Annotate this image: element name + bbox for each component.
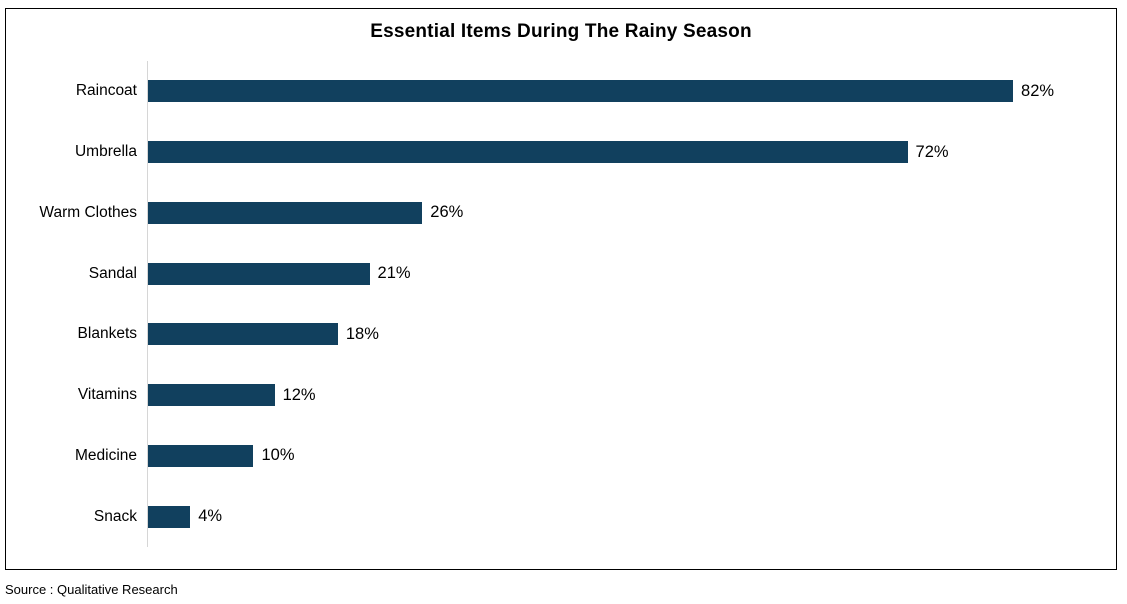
value-label: 4%	[198, 507, 223, 526]
source-note: Source : Qualitative Research	[5, 582, 178, 597]
category-label: Snack	[93, 507, 137, 525]
category-label: Sandal	[88, 264, 137, 282]
chart-title: Essential Items During The Rainy Season	[370, 21, 752, 42]
bar	[148, 444, 254, 467]
bar	[148, 384, 275, 407]
bar-row: Warm Clothes 26%	[6, 182, 1108, 244]
value-label: 10%	[261, 446, 295, 465]
bar-track: 26%	[147, 182, 1108, 244]
bar-row: Snack 4%	[6, 486, 1108, 547]
category-label: Umbrella	[74, 143, 137, 161]
bar	[148, 201, 423, 224]
bar-row: Sandal 21%	[6, 243, 1108, 304]
plot-area: Raincoat 82% Umbrella 72% Warm Clothes 26% San…	[6, 61, 1108, 547]
bar	[148, 141, 908, 164]
category-label: Warm Clothes	[39, 203, 137, 221]
bar-track: 72%	[147, 121, 1108, 183]
category-label: Vitamins	[77, 386, 137, 404]
bar-row: Medicine 10%	[6, 425, 1108, 487]
bar-track: 12%	[147, 364, 1108, 426]
category-label: Raincoat	[75, 82, 137, 100]
value-label: 21%	[377, 264, 411, 283]
bar-row: Umbrella 72%	[6, 121, 1108, 183]
bar	[148, 323, 338, 346]
value-label: 12%	[282, 385, 316, 404]
bar-row: Blankets 18%	[6, 304, 1108, 365]
bar	[148, 505, 191, 528]
value-label: 18%	[345, 324, 379, 343]
chart-frame: Essential Items During The Rainy Season …	[5, 8, 1117, 570]
bar-track: 18%	[147, 304, 1108, 365]
value-label: 26%	[430, 203, 464, 222]
bar	[148, 80, 1014, 103]
category-label: Medicine	[74, 446, 137, 464]
bar-track: 82%	[147, 61, 1108, 122]
bar-track: 21%	[147, 243, 1108, 304]
category-label: Blankets	[77, 325, 137, 343]
value-label: 72%	[915, 142, 949, 161]
bar-track: 4%	[147, 486, 1108, 547]
value-label: 82%	[1021, 81, 1055, 100]
bar-row: Vitamins 12%	[6, 364, 1108, 426]
bar-row: Raincoat 82%	[6, 61, 1108, 122]
bar	[148, 262, 370, 285]
bar-track: 10%	[147, 425, 1108, 487]
